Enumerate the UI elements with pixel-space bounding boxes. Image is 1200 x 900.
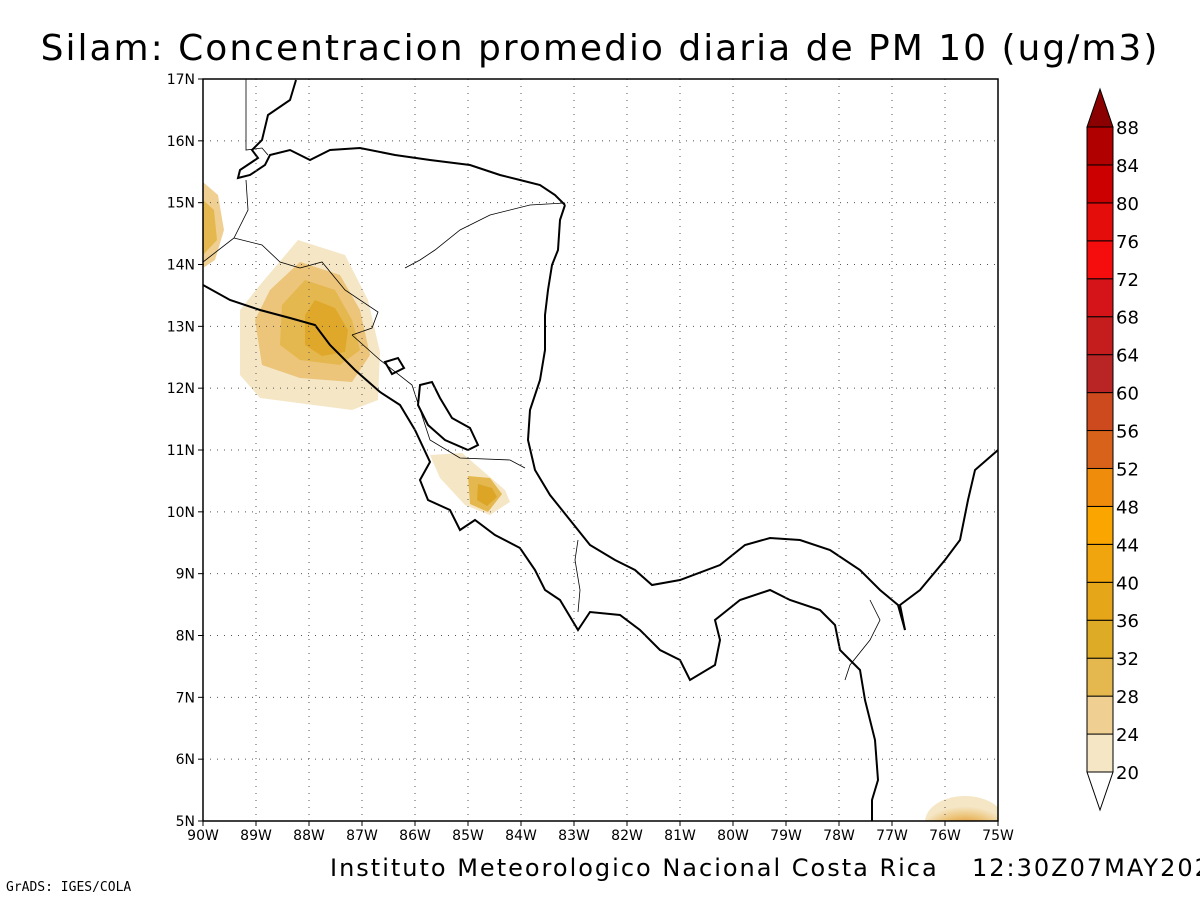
colorbar-label: 36 (1116, 611, 1139, 632)
lat-tick-label: 7N (176, 690, 195, 706)
lat-tick-label: 6N (176, 752, 195, 768)
colorbar-label: 88 (1116, 118, 1139, 139)
lon-tick-label: 90W (187, 828, 219, 844)
axis-ticks: 90W 89W 88W 87W 86W 85W 84W 83W 82W 81W 80W 79W 78W 7… (167, 72, 1014, 844)
colorbar-label: 64 (1116, 346, 1139, 367)
colorbar-label: 48 (1116, 497, 1139, 518)
country-borders (203, 79, 881, 681)
colorbar-segment (1086, 316, 1114, 356)
software-credit: GrADS: IGES/COLA (6, 880, 132, 895)
lon-tick-label: 87W (346, 828, 378, 844)
grid-lines (203, 79, 998, 821)
lat-tick-label: 10N (167, 505, 195, 521)
lon-tick-label: 77W (876, 828, 908, 844)
colorbar-segment (1086, 505, 1114, 545)
colorbar-label: 56 (1116, 422, 1139, 443)
colorbar-label: 68 (1116, 308, 1139, 329)
colorbar-segment (1086, 126, 1114, 166)
lon-tick-label: 75W (982, 828, 1014, 844)
coast-caribbean-nicaragua (526, 204, 906, 631)
lon-tick-label: 85W (452, 828, 484, 844)
colorbar-label: 44 (1116, 535, 1139, 556)
colorbar-label: 40 (1116, 573, 1139, 594)
colorbar-segment (1086, 202, 1114, 242)
colorbar-segment (1086, 240, 1114, 280)
lat-tick-label: 17N (167, 72, 195, 88)
lat-tick-label: 14N (167, 258, 195, 274)
colorbar-over-arrow (1086, 87, 1114, 128)
colorbar-label: 60 (1116, 384, 1139, 405)
lat-tick-label: 16N (167, 134, 195, 150)
colorbar-segment (1086, 164, 1114, 204)
coast-colombia (898, 449, 998, 631)
lat-tick-label: 8N (176, 629, 195, 645)
lon-tick-label: 81W (664, 828, 696, 844)
lon-tick-label: 89W (240, 828, 272, 844)
colorbar-label: 76 (1116, 232, 1139, 253)
lake-managua (383, 356, 406, 376)
coast-yucatan (236, 79, 566, 206)
footer-credit: Instituto Meteorologico Nacional Costa R… (330, 854, 939, 882)
lon-tick-label: 82W (611, 828, 643, 844)
colorbar-under-arrow (1086, 771, 1114, 812)
colorbar-label: 72 (1116, 270, 1139, 291)
lon-tick-label: 78W (823, 828, 855, 844)
colorbar-label: 20 (1116, 763, 1139, 784)
lon-tick-label: 88W (293, 828, 325, 844)
colorbar-segment (1086, 278, 1114, 318)
colorbar-label: 24 (1116, 725, 1139, 746)
colorbar-segment (1086, 581, 1114, 621)
lon-tick-label: 84W (505, 828, 537, 844)
lake-nicaragua (416, 380, 480, 452)
coastlines (203, 79, 998, 821)
lat-tick-label: 15N (167, 196, 195, 212)
lon-tick-label: 80W (717, 828, 749, 844)
lat-tick-label: 9N (176, 567, 195, 583)
lon-tick-label: 79W (770, 828, 802, 844)
colorbar-label: 84 (1116, 156, 1139, 177)
pm10-plumes (203, 182, 998, 821)
plume-colombia (925, 796, 998, 821)
lat-tick-label: 5N (176, 814, 195, 830)
colorbar-segment (1086, 619, 1114, 659)
colorbar-segment (1086, 430, 1114, 469)
plume-guatemala-core (203, 200, 217, 255)
colorbar-label: 28 (1116, 687, 1139, 708)
plume-costa-rica-core (477, 484, 497, 506)
colorbar-segment (1086, 354, 1114, 394)
lat-tick-label: 13N (167, 319, 195, 335)
coast-pacific (203, 284, 880, 821)
colorbar-label: 52 (1116, 459, 1139, 480)
colorbar-segment (1086, 657, 1114, 697)
lat-tick-label: 12N (167, 381, 195, 397)
colorbar-segment (1086, 543, 1114, 583)
colorbar: 20 24 28 32 36 40 44 48 52 56 60 64 68 72 76 80 84 88 (1086, 87, 1139, 812)
colorbar-segment (1086, 695, 1114, 735)
plume-el-salvador-peak (305, 300, 348, 356)
colorbar-segment (1086, 467, 1114, 507)
colorbar-segment (1086, 733, 1114, 773)
colorbar-label: 32 (1116, 649, 1139, 670)
lat-tick-label: 11N (167, 443, 195, 459)
colorbar-label: 80 (1116, 194, 1139, 215)
lon-tick-label: 76W (929, 828, 961, 844)
footer-timestamp: 12:30Z07MAY2025 (972, 854, 1200, 882)
colorbar-segment (1086, 392, 1114, 432)
lon-tick-label: 83W (558, 828, 590, 844)
map-title: Silam: Concentracion promedio diaria de … (40, 28, 1160, 69)
lon-tick-label: 86W (399, 828, 431, 844)
